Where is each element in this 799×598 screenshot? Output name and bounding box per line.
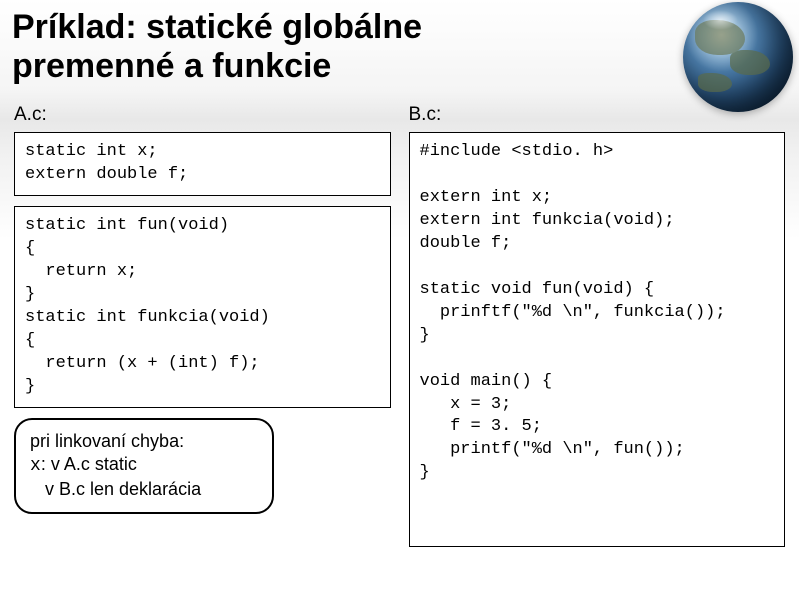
codebox-a-declarations: static int x; extern double f;	[14, 132, 391, 196]
right-column: B.c: #include <stdio. h> extern int x; e…	[409, 104, 786, 557]
linker-error-callout: pri linkovaní chyba: x: v A.c static v B…	[14, 418, 274, 514]
callout-line-2-text: : v A.c static	[41, 454, 137, 474]
callout-line-2: x: v A.c static	[30, 453, 258, 478]
callout-line-3: v B.c len deklarácia	[30, 478, 258, 501]
codebox-b: #include <stdio. h> extern int x; extern…	[409, 132, 786, 547]
callout-var-x: x	[30, 456, 41, 476]
slide-title: Príklad: statické globálne premenné a fu…	[0, 0, 620, 86]
callout-line-1: pri linkovaní chyba:	[30, 430, 258, 453]
content-area: A.c: static int x; extern double f; stat…	[0, 86, 799, 557]
left-column: A.c: static int x; extern double f; stat…	[14, 104, 391, 557]
globe-decoration	[683, 2, 793, 112]
title-line-2: premenné a funkcie	[12, 47, 331, 85]
codebox-a-functions: static int fun(void) { return x; } stati…	[14, 206, 391, 408]
file-label-a: A.c:	[14, 104, 391, 126]
title-line-1: Príklad: statické globálne	[12, 8, 422, 46]
